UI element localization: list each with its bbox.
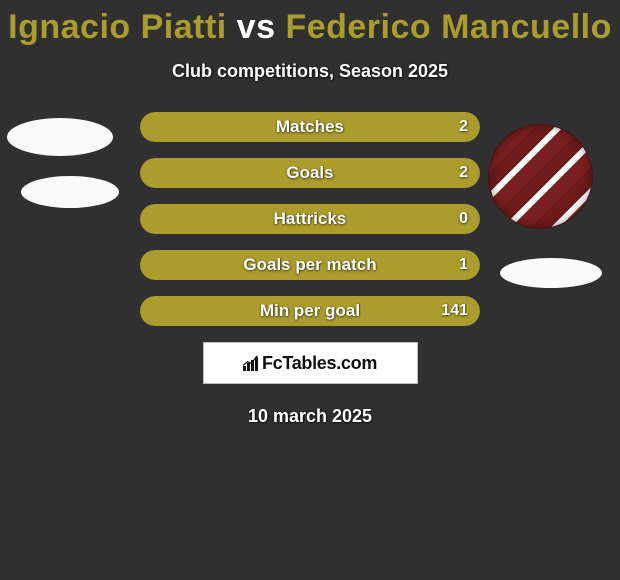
stat-bar: Goals2 bbox=[140, 158, 480, 188]
stat-bar-label: Hattricks bbox=[140, 204, 480, 234]
stats-container: Matches2Goals2Hattricks0Goals per match1… bbox=[0, 112, 620, 326]
stat-bar-value: 2 bbox=[459, 112, 468, 142]
stat-bar-value: 141 bbox=[441, 296, 468, 326]
stat-bar-label: Matches bbox=[140, 112, 480, 142]
stat-bar-value: 2 bbox=[459, 158, 468, 188]
stat-bar: Matches2 bbox=[140, 112, 480, 142]
brand-bars-icon bbox=[243, 355, 258, 371]
stat-bar: Min per goal141 bbox=[140, 296, 480, 326]
vs-separator: vs bbox=[227, 8, 286, 46]
player1-name: Ignacio Piatti bbox=[8, 8, 227, 46]
player2-name: Federico Mancuello bbox=[285, 8, 611, 46]
stat-bar-label: Goals bbox=[140, 158, 480, 188]
brand-box: FcTables.com bbox=[203, 342, 418, 384]
stat-bar-label: Goals per match bbox=[140, 250, 480, 280]
stat-bar-value: 0 bbox=[459, 204, 468, 234]
stat-bar: Hattricks0 bbox=[140, 204, 480, 234]
stat-bar: Goals per match1 bbox=[140, 250, 480, 280]
stat-bar-label: Min per goal bbox=[140, 296, 480, 326]
stat-bar-value: 1 bbox=[459, 250, 468, 280]
brand-text: FcTables.com bbox=[262, 353, 377, 374]
page-title: Ignacio Piatti vs Federico Mancuello bbox=[0, 0, 620, 47]
date-text: 10 march 2025 bbox=[0, 406, 620, 427]
subtitle: Club competitions, Season 2025 bbox=[0, 61, 620, 82]
